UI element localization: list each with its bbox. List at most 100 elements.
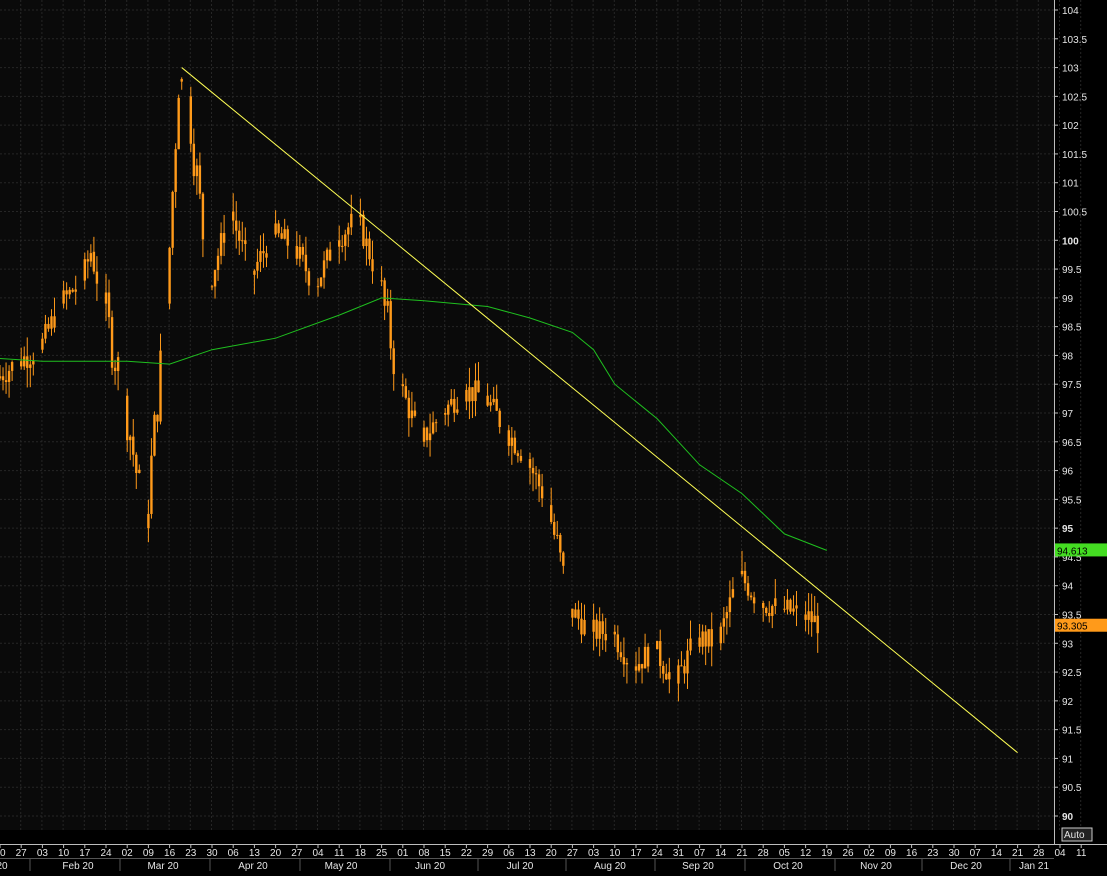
x-day-tick-label: 30 xyxy=(206,848,218,859)
auto-button-label: Auto xyxy=(1064,830,1085,841)
candle-body xyxy=(383,280,386,306)
y-tick-label: 99 xyxy=(1062,294,1074,305)
candle-body xyxy=(253,270,256,275)
candle xyxy=(771,604,774,629)
candle xyxy=(244,227,247,261)
x-month-label: Dec 20 xyxy=(950,861,982,871)
candle xyxy=(792,595,795,616)
candle xyxy=(765,606,768,617)
candle-body xyxy=(20,361,23,367)
candle xyxy=(456,396,459,415)
x-month-label: May 20 xyxy=(325,861,358,871)
x-month-label: Sep 20 xyxy=(682,861,714,871)
last-price-label: 94.613 xyxy=(1055,543,1107,557)
candle-body xyxy=(540,486,544,499)
candle-body xyxy=(83,259,86,281)
candle-body xyxy=(528,459,532,468)
candle xyxy=(795,591,798,627)
candle-body xyxy=(622,657,626,665)
x-day-tick-label: 20 xyxy=(0,848,6,859)
candle-body xyxy=(698,637,701,647)
candle-body xyxy=(531,467,535,474)
candle-body xyxy=(792,608,795,612)
candle-body xyxy=(65,290,68,295)
candle xyxy=(428,413,432,457)
x-day-tick-label: 28 xyxy=(1033,848,1045,859)
candle xyxy=(4,362,8,394)
candle xyxy=(537,469,541,503)
candle xyxy=(810,593,813,637)
y-tick-label: 93 xyxy=(1062,639,1074,650)
y-tick-label: 92.5 xyxy=(1062,668,1082,679)
x-day-tick-label: 26 xyxy=(842,848,854,859)
candle-body xyxy=(498,410,501,427)
candle-body xyxy=(813,615,816,623)
candle-body xyxy=(280,233,283,239)
candle xyxy=(262,233,265,268)
auto-button[interactable]: Auto xyxy=(1061,827,1093,842)
candle-body xyxy=(222,233,226,243)
candle xyxy=(816,602,819,653)
candle xyxy=(210,284,214,291)
candle xyxy=(528,452,532,485)
candle xyxy=(668,657,671,694)
candle xyxy=(489,394,492,412)
candle-body xyxy=(316,286,320,288)
candle-body xyxy=(731,589,735,598)
candle-body xyxy=(138,469,141,473)
candle-body xyxy=(213,270,217,287)
x-day-tick-label: 27 xyxy=(567,848,579,859)
candle-body xyxy=(195,165,199,177)
candle-body xyxy=(26,356,29,368)
candle xyxy=(316,278,320,297)
candle xyxy=(813,596,816,623)
y-tick-label: 98.5 xyxy=(1062,323,1082,334)
candle xyxy=(465,383,468,411)
x-day-tick-label: 25 xyxy=(376,848,388,859)
candle xyxy=(783,595,786,613)
candle xyxy=(495,384,498,412)
candle xyxy=(534,466,538,490)
candle-body xyxy=(534,473,538,475)
candle xyxy=(147,499,150,543)
candle xyxy=(746,575,750,601)
candle xyxy=(598,607,601,657)
candle xyxy=(516,450,520,463)
candle-body xyxy=(619,652,623,658)
candle-body xyxy=(44,323,47,339)
candle-body xyxy=(447,404,450,415)
x-day-tick-label: 12 xyxy=(800,848,812,859)
candle xyxy=(431,411,435,435)
candle xyxy=(731,577,735,599)
y-tick-label: 92 xyxy=(1062,697,1074,708)
candle-body xyxy=(189,96,192,144)
candle xyxy=(710,612,713,667)
candle-body xyxy=(132,436,135,455)
candle-body xyxy=(62,290,65,304)
y-tick-label: 101.5 xyxy=(1062,150,1087,161)
candle-body xyxy=(434,422,438,424)
candle-body xyxy=(613,631,616,635)
candle xyxy=(195,158,199,195)
candle-body xyxy=(680,665,683,667)
candle-body xyxy=(153,414,156,456)
x-day-tick-label: 23 xyxy=(185,848,197,859)
candle xyxy=(222,214,226,257)
candle xyxy=(150,438,153,519)
candle xyxy=(50,309,53,336)
candle-body xyxy=(301,246,305,255)
candle xyxy=(498,408,501,434)
candle xyxy=(774,579,777,615)
candle-body xyxy=(113,367,117,372)
x-day-tick-label: 18 xyxy=(355,848,367,859)
candle xyxy=(592,603,595,651)
candle xyxy=(201,192,205,258)
x-day-tick-label: 06 xyxy=(503,848,515,859)
candle-body xyxy=(380,280,383,282)
candle-body xyxy=(556,534,559,536)
candle xyxy=(583,604,586,637)
x-day-tick-label: 27 xyxy=(16,848,28,859)
candle xyxy=(322,251,326,289)
candle-body xyxy=(640,664,644,669)
candle xyxy=(71,287,74,293)
